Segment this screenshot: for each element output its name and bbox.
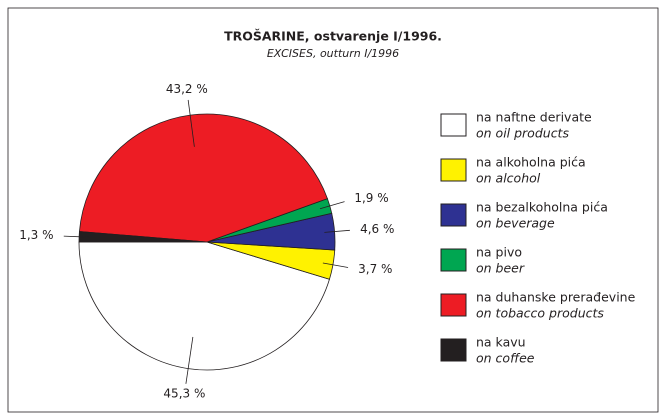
value-label: 45,3 % (163, 386, 205, 400)
legend-swatch (440, 158, 467, 182)
legend-label-en: on oil products (476, 126, 569, 141)
value-label: 43,2 % (166, 82, 208, 96)
legend-swatch (440, 248, 467, 272)
value-label: 1,3 % (19, 228, 53, 242)
legend-label: na pivo (476, 245, 522, 260)
legend-swatch (440, 338, 467, 362)
legend-swatch (440, 203, 467, 227)
leader-line (187, 99, 195, 147)
legend-label-en: on alcohol (476, 171, 541, 186)
legend-label: na bezalkoholna pića (476, 200, 608, 215)
leader-line (319, 201, 345, 210)
legend-label-en: on beverage (476, 216, 555, 231)
legend-swatch (440, 113, 467, 137)
leader-line (63, 235, 90, 238)
legend-swatch (440, 293, 467, 317)
chart-title: TROŠARINE, ostvarenje I/1996. (224, 29, 442, 44)
legend-label-en: on tobacco products (476, 306, 604, 321)
legend-label: na duhanske prerađevine (476, 290, 636, 305)
legend-label: na kavu (476, 335, 526, 350)
value-label: 1,9 % (354, 191, 388, 205)
chart-subtitle: EXCISES, outturn I/1996 (267, 47, 399, 60)
legend-label-en: on beer (476, 261, 525, 276)
leader-line (322, 262, 349, 268)
legend-label: na naftne derivate (476, 110, 592, 125)
legend-label: na alkoholna pića (476, 155, 586, 170)
value-label: 4,6 % (360, 222, 394, 236)
legend-label-en: on coffee (476, 351, 535, 366)
leader-line (185, 336, 194, 384)
leader-line (324, 229, 350, 233)
value-label: 3,7 % (358, 262, 392, 276)
